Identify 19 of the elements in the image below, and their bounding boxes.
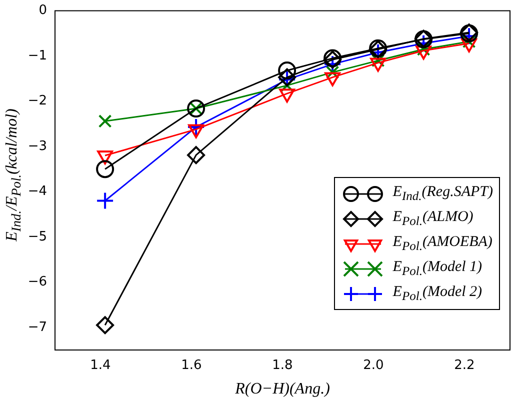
y-tick-label: −4 — [28, 184, 47, 200]
y-tick-label: −5 — [28, 229, 47, 244]
y-tick-label: −2 — [28, 94, 47, 109]
legend-label: E$_{Pol.}$(Model 1) — [392, 258, 482, 278]
x-tick-label: 2.0 — [363, 358, 384, 374]
legend-label: E$_{Pol.}$(Model 2) — [392, 284, 482, 304]
legend-label: E$_{Pol.}$(ALMO) — [392, 208, 474, 228]
legend-label: E$_{Pol.}$(AMOEBA) — [392, 234, 492, 254]
y-tick-label: −6 — [28, 274, 47, 290]
y-tick-label: −7 — [28, 320, 47, 335]
x-tick-label: 1.6 — [181, 358, 202, 374]
y-tick-label: 0 — [38, 3, 47, 18]
x-axis-title: R(O−H)(Ang.) — [234, 380, 330, 398]
y-tick-label: −3 — [28, 138, 47, 154]
x-tick-label: 1.4 — [90, 358, 111, 374]
x-tick-label: 2.2 — [454, 358, 475, 374]
legend-label: E$_{Ind.}$(Reg.SAPT) — [392, 184, 493, 204]
x-tick-label: 1.8 — [272, 358, 293, 374]
y-tick-label: −1 — [28, 48, 47, 64]
